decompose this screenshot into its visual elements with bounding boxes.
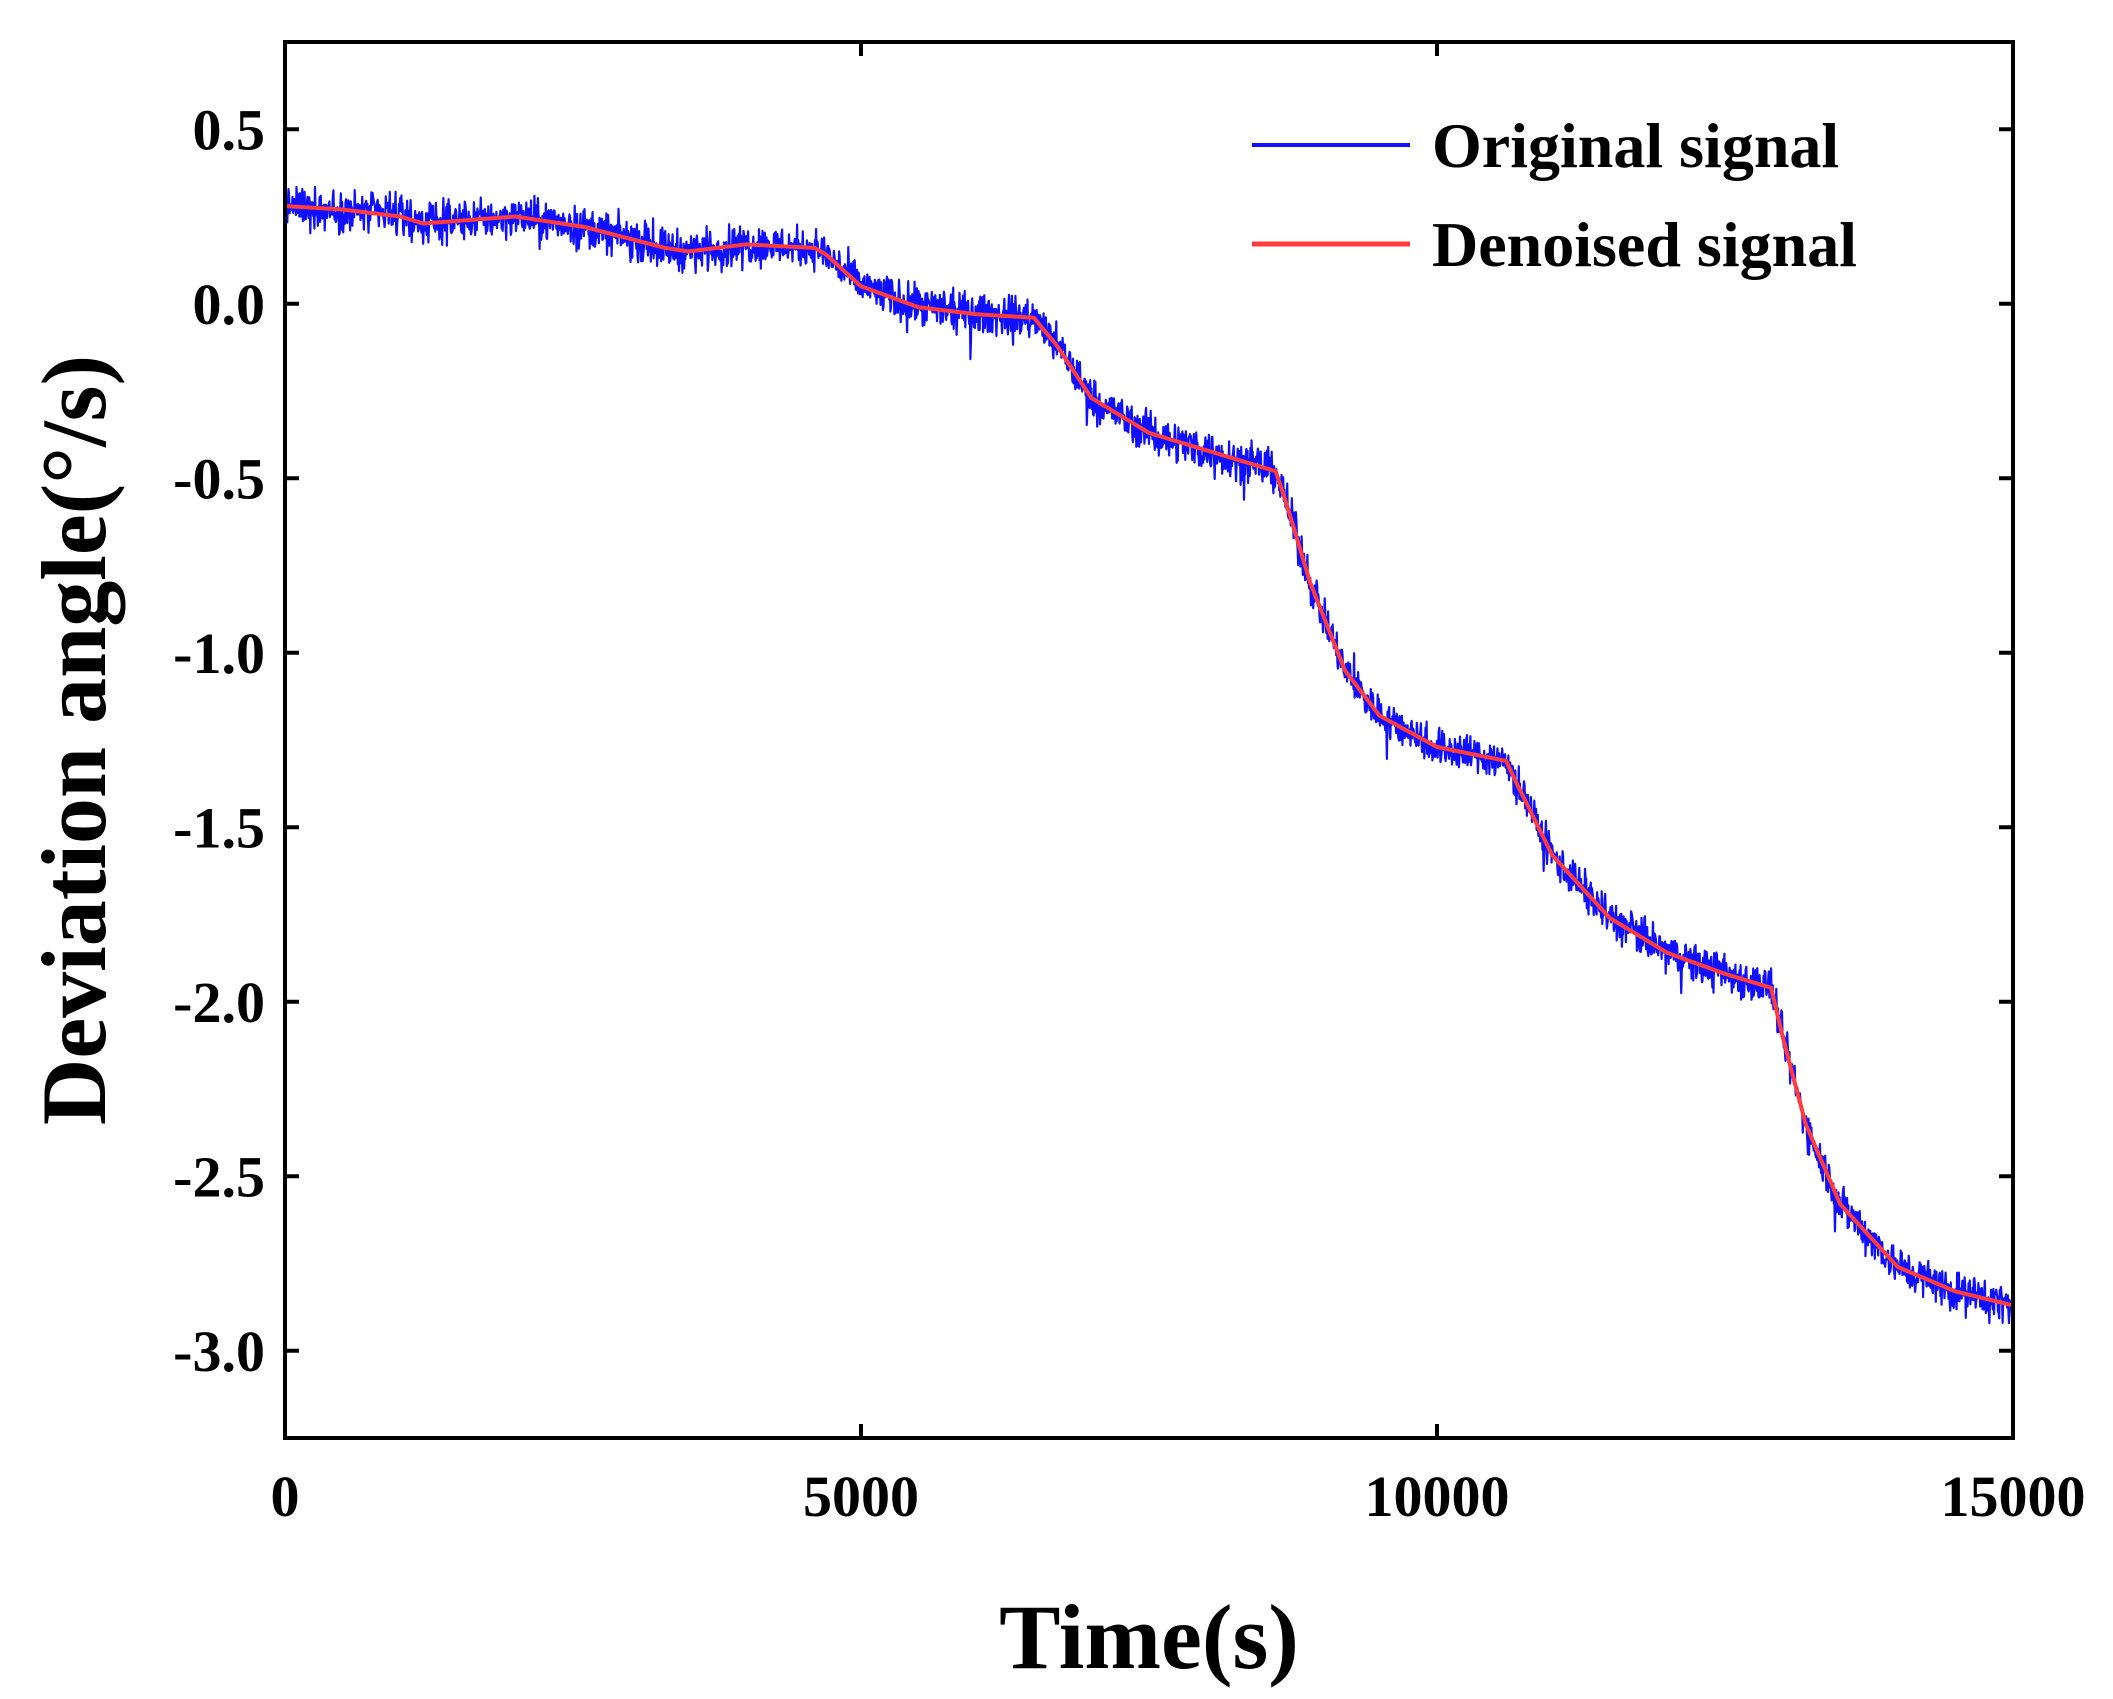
series-line-denoised	[284, 204, 2014, 1308]
y-tick-label: -0.5	[173, 446, 265, 511]
x-tick-label: 5000	[803, 1464, 919, 1529]
y-tick-label: 0.0	[193, 272, 266, 337]
x-axis-title: Time(s)	[999, 1586, 1299, 1688]
y-tick-label: -2.0	[173, 970, 265, 1035]
y-axis-title: Deviation angle(°/s)	[23, 355, 125, 1125]
ticks-layer: 0 5000 10000 15000 0.5 0.0 -0.5 -1.0 -1.5 -2.0 -2.…	[173, 42, 2086, 1529]
legend: Original signal Denoised signal	[1252, 110, 1857, 280]
x-tick-label: 10000	[1365, 1464, 1510, 1529]
x-tick-label: 0	[271, 1464, 300, 1529]
legend-label-denoised: Denoised signal	[1432, 209, 1857, 280]
series-layer	[283, 185, 2015, 1325]
y-tick-label: -2.5	[173, 1144, 265, 1209]
y-tick-label: -3.0	[173, 1319, 265, 1384]
series-line-original	[283, 185, 2015, 1325]
x-tick-label: 15000	[1941, 1464, 2086, 1529]
plot-frame	[283, 40, 2015, 1440]
y-tick-label: 0.5	[193, 97, 266, 162]
legend-label-original: Original signal	[1432, 110, 1839, 181]
y-tick-label: -1.0	[173, 621, 265, 686]
y-tick-label: -1.5	[173, 795, 265, 860]
